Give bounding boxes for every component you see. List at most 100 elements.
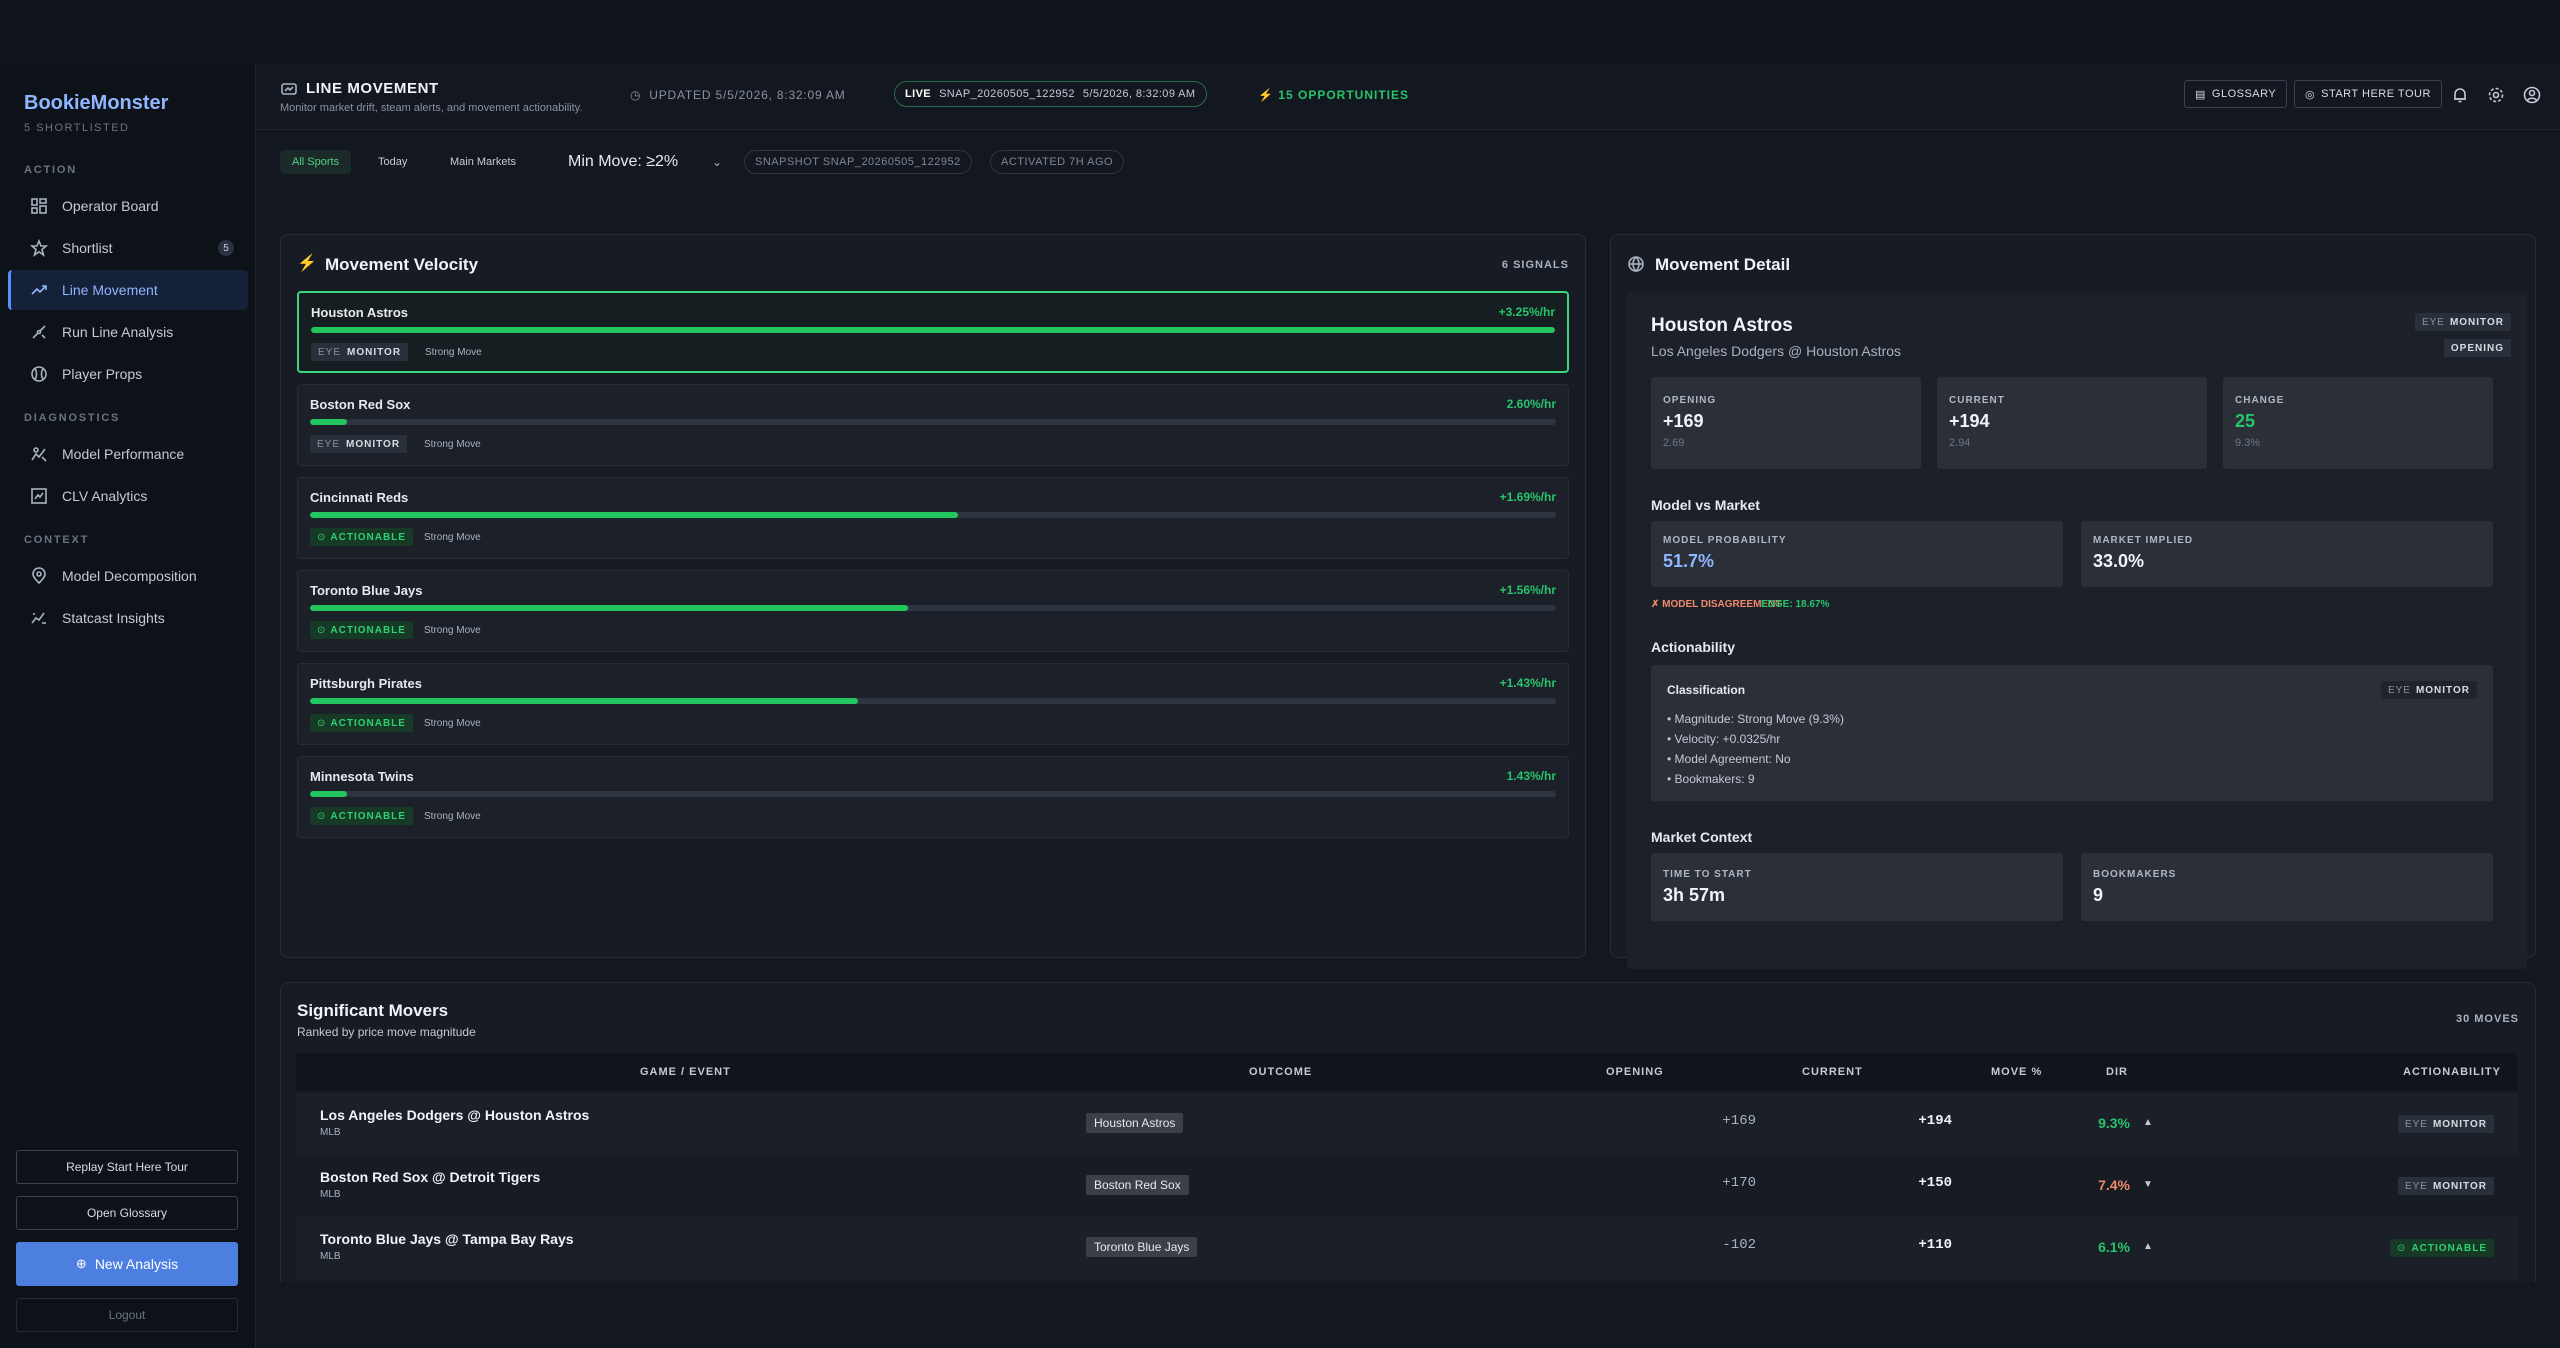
- user-icon[interactable]: [2523, 86, 2541, 104]
- live-snapshot-pill[interactable]: LIVE SNAP_20260505_122952 5/5/2026, 8:32…: [894, 81, 1207, 107]
- col-current[interactable]: CURRENT: [1802, 1066, 1863, 1078]
- velocity-row[interactable]: Cincinnati Reds +1.69%/hr ⊙ ACTIONABLE Stron…: [297, 477, 1569, 559]
- velocity-row[interactable]: Minnesota Twins 1.43%/hr ⊙ ACTIONABLE Strong…: [297, 756, 1569, 838]
- row-direction-icon: ▲: [2143, 1241, 2153, 1252]
- bookmakers-value: 9: [2093, 885, 2104, 905]
- compass-icon: ◎: [2305, 88, 2316, 101]
- sidebar-item-shortlist[interactable]: Shortlist 5: [8, 228, 248, 268]
- velocity-team: Minnesota Twins: [310, 769, 414, 784]
- col-outcome[interactable]: OUTCOME: [1249, 1066, 1313, 1078]
- filter-main-markets[interactable]: Main Markets: [450, 156, 517, 168]
- sidebar-item-model-performance[interactable]: Model Performance: [8, 434, 248, 474]
- plus-circle-icon: ⊕: [75, 1256, 87, 1271]
- row-game: Toronto Blue Jays @ Tampa Bay Rays: [320, 1231, 574, 1247]
- current-card: CURRENT +194 2.94: [1937, 377, 2207, 469]
- detail-title: Movement Detail: [1655, 255, 1791, 274]
- time-to-start-card: TIME TO START 3h 57m: [1651, 853, 2063, 921]
- page-header: LINE MOVEMENT Monitor market drift, stea…: [256, 64, 2560, 130]
- sidebar-item-statcast-insights[interactable]: Statcast Insights: [8, 598, 248, 638]
- sidebar-item-player-props[interactable]: Player Props: [8, 354, 248, 394]
- filter-today[interactable]: Today: [378, 156, 408, 168]
- col-opening[interactable]: OPENING: [1606, 1066, 1664, 1078]
- time-to-start-label: TIME TO START: [1663, 869, 1752, 880]
- row-actionability: EYE MONITOR: [2397, 1115, 2494, 1133]
- trend-up-icon: [31, 285, 47, 295]
- velocity-row[interactable]: Houston Astros +3.25%/hr EYE MONITOR Strong …: [297, 291, 1569, 373]
- col-move[interactable]: MOVE %: [1991, 1066, 2043, 1078]
- row-actionability: EYE MONITOR: [2397, 1177, 2494, 1195]
- sidebar-item-label: Player Props: [62, 366, 143, 382]
- row-move: 9.3%: [2098, 1115, 2130, 1131]
- col-dir[interactable]: DIR: [2106, 1066, 2128, 1078]
- classification-bullets: • Magnitude: Strong Move (9.3%) • Veloci…: [1667, 709, 1844, 789]
- velocity-row[interactable]: Toronto Blue Jays +1.56%/hr ⊙ ACTIONABLE Str…: [297, 570, 1569, 652]
- sidebar-item-model-decomposition[interactable]: Model Decomposition: [8, 556, 248, 596]
- velocity-rate: 1.43%/hr: [1506, 769, 1556, 783]
- velocity-tag-text: ACTIONABLE: [330, 531, 406, 543]
- bullet-model-agreement: • Model Agreement: No: [1667, 752, 1791, 766]
- shortlisted-count: 5 SHORTLISTED: [24, 122, 130, 134]
- row-actionability: ⊙ ACTIONABLE: [2390, 1239, 2494, 1257]
- row-actionability-text: MONITOR: [2432, 1118, 2487, 1130]
- row-current: +150: [1918, 1175, 1952, 1191]
- velocity-tag: ⊙ ACTIONABLE: [310, 714, 413, 732]
- logout-button[interactable]: Logout: [16, 1298, 238, 1332]
- bullet-bookmakers: • Bookmakers: 9: [1667, 772, 1755, 786]
- glossary-button[interactable]: ▤ GLOSSARY: [2184, 80, 2288, 108]
- row-game: Boston Red Sox @ Detroit Tigers: [320, 1169, 541, 1185]
- velocity-team: Toronto Blue Jays: [310, 583, 423, 598]
- velocity-tag: ⊙ ACTIONABLE: [310, 807, 413, 825]
- sidebar-item-label: Model Decomposition: [62, 568, 197, 584]
- globe-icon: [1628, 256, 1644, 273]
- sidebar-item-operator-board[interactable]: Operator Board: [8, 186, 248, 226]
- velocity-strength: Strong Move: [424, 532, 481, 543]
- open-glossary-button[interactable]: Open Glossary: [16, 1196, 238, 1230]
- row-current: +194: [1918, 1113, 1952, 1129]
- opening-card: OPENING +169 2.69: [1651, 377, 1921, 469]
- opportunities-count[interactable]: ⚡ 15 OPPORTUNITIES: [1258, 88, 1409, 102]
- row-opening: +170: [1722, 1175, 1756, 1191]
- nav-section-action: ACTION: [24, 164, 77, 176]
- check-circle-icon: ⊙: [2397, 1242, 2407, 1254]
- eye-icon: EYE: [317, 438, 341, 450]
- model-probability-card: MODEL PROBABILITY 51.7%: [1651, 521, 2063, 587]
- velocity-row[interactable]: Boston Red Sox 2.60%/hr EYE MONITOR Strong M…: [297, 384, 1569, 466]
- classification-card: Classification EYE MONITOR • Magnitude: …: [1651, 665, 2493, 801]
- col-game[interactable]: GAME / EVENT: [640, 1066, 731, 1078]
- run-line-icon: [32, 325, 46, 339]
- velocity-strength: Strong Move: [425, 347, 482, 358]
- new-analysis-button[interactable]: ⊕ New Analysis: [16, 1242, 238, 1286]
- live-snapshot-time: 5/5/2026, 8:32:09 AM: [1082, 88, 1196, 100]
- velocity-row[interactable]: Pittsburgh Pirates +1.43%/hr ⊙ ACTIONABLE St…: [297, 663, 1569, 745]
- brand-logo[interactable]: BookieMonster: [24, 92, 169, 114]
- market-implied-card: MARKET IMPLIED 33.0%: [2081, 521, 2493, 587]
- table-row[interactable]: Boston Red Sox @ Detroit Tigers MLB Boston…: [296, 1155, 2518, 1217]
- min-move-select[interactable]: Min Move: ≥2% ⌄: [560, 148, 732, 176]
- gear-icon[interactable]: [2487, 86, 2505, 104]
- table-row[interactable]: Toronto Blue Jays @ Tampa Bay Rays MLB Tor…: [296, 1217, 2518, 1279]
- replay-tour-button[interactable]: Replay Start Here Tour: [16, 1150, 238, 1184]
- bell-icon[interactable]: [2451, 86, 2469, 104]
- velocity-bar-fill: [310, 605, 909, 611]
- live-snapshot-id: SNAP_20260505_122952: [939, 88, 1075, 100]
- sidebar-item-clv-analytics[interactable]: CLV Analytics: [8, 476, 248, 516]
- sidebar-item-label: Shortlist: [62, 240, 113, 256]
- movers-count: 30 MOVES: [2455, 1013, 2519, 1025]
- sidebar-item-label: Model Performance: [62, 446, 185, 462]
- col-actionability[interactable]: ACTIONABILITY: [2403, 1066, 2501, 1078]
- row-actionability-text: MONITOR: [2432, 1180, 2487, 1192]
- new-analysis-label: New Analysis: [94, 1256, 179, 1272]
- velocity-bar-track: [310, 698, 1556, 704]
- model-probability-value: 51.7%: [1663, 551, 1715, 571]
- velocity-bar-track: [310, 605, 1556, 611]
- eye-icon: EYE: [2387, 684, 2411, 696]
- start-tour-button[interactable]: ◎ START HERE TOUR: [2294, 80, 2442, 108]
- min-move-value: Min Move: ≥2%: [568, 153, 679, 170]
- sidebar-item-run-line-analysis[interactable]: Run Line Analysis: [8, 312, 248, 352]
- filter-all-sports[interactable]: All Sports: [280, 150, 352, 174]
- detail-matchup: Los Angeles Dodgers @ Houston Astros: [1651, 343, 1902, 359]
- velocity-rate: +1.56%/hr: [1499, 583, 1556, 597]
- sidebar-item-line-movement[interactable]: Line Movement: [8, 270, 248, 310]
- velocity-rate: +1.43%/hr: [1499, 676, 1556, 690]
- table-row[interactable]: Los Angeles Dodgers @ Houston Astros MLB H…: [296, 1093, 2518, 1155]
